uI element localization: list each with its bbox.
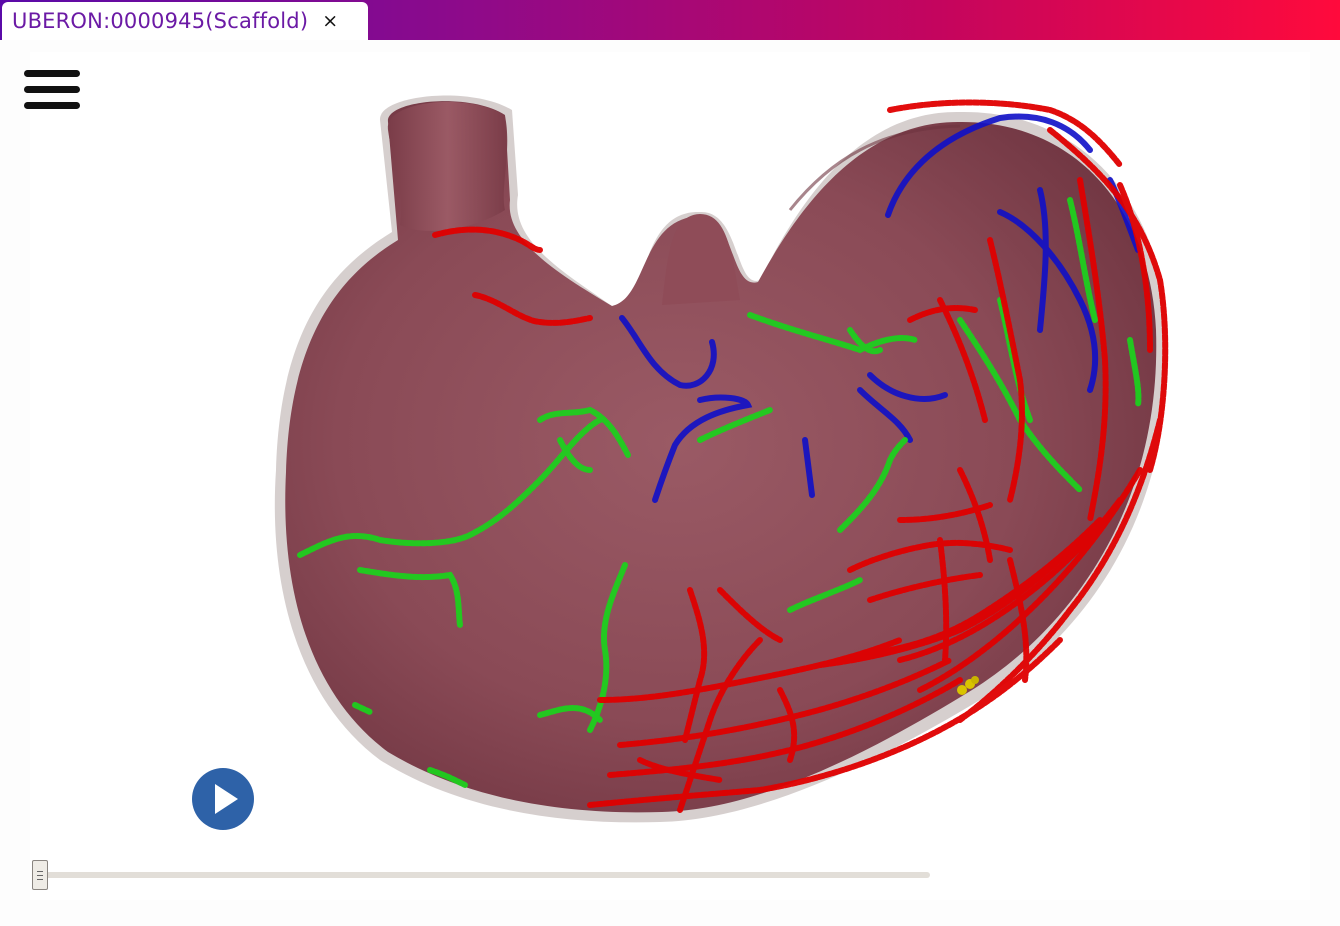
tab-title: UBERON:0000945(Scaffold) [12, 9, 309, 33]
close-icon[interactable]: × [322, 9, 339, 32]
play-button[interactable] [192, 768, 254, 830]
menu-bar [24, 86, 80, 93]
timeline-slider-handle[interactable] [32, 860, 48, 890]
tab-scaffold[interactable]: UBERON:0000945(Scaffold) × [2, 2, 368, 40]
hamburger-menu-icon[interactable] [24, 70, 80, 112]
menu-bar [24, 102, 80, 109]
tab-bar: UBERON:0000945(Scaffold) × [0, 0, 1340, 40]
menu-bar [24, 70, 80, 77]
timeline-slider-track[interactable] [40, 872, 930, 878]
